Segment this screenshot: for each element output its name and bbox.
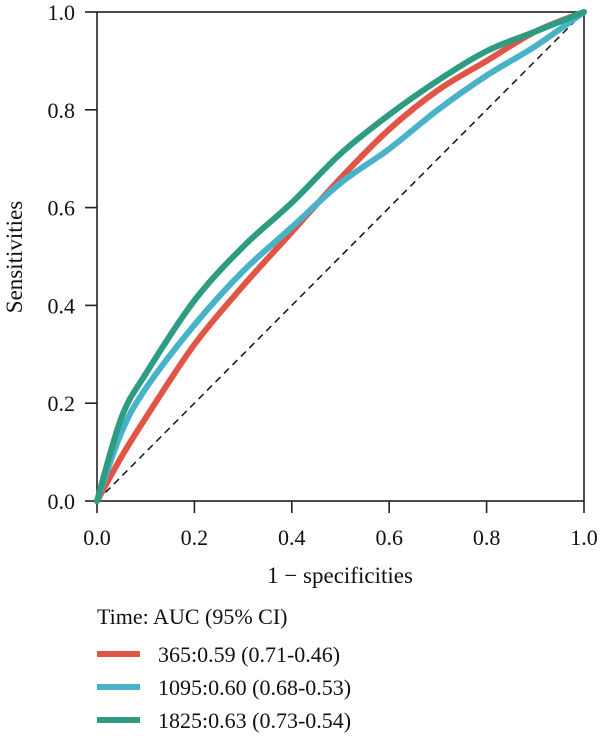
legend-entry: 1825:0.63 (0.73-0.54)	[158, 708, 351, 733]
legend: Time: AUC (95% CI) 365:0.59 (0.71-0.46) 1…	[97, 604, 351, 733]
x-tick-label: 0.4	[278, 525, 306, 550]
y-tick-label: 0.6	[48, 196, 76, 221]
legend-entry: 365:0.59 (0.71-0.46)	[158, 642, 340, 667]
x-tick-label: 1.0	[570, 525, 598, 550]
reference-diagonal	[96, 11, 585, 502]
y-tick-label: 0.4	[48, 293, 76, 318]
y-axis-label: Sensitivities	[2, 201, 27, 314]
x-tick-label: 0.2	[181, 525, 209, 550]
x-axis-label: 1 − specificities	[267, 563, 413, 588]
y-tick-label: 1.0	[48, 0, 76, 25]
x-tick-label: 0.0	[83, 525, 111, 550]
x-tick-label: 0.8	[473, 525, 501, 550]
plot-frame	[96, 11, 585, 502]
plot-lines	[94, 9, 587, 504]
y-tick-label: 0.2	[48, 391, 76, 416]
legend-title: Time: AUC (95% CI)	[97, 604, 287, 629]
roc-line-1	[94, 9, 587, 504]
y-tick-label: 0.8	[48, 98, 76, 123]
legend-entry: 1095:0.60 (0.68-0.53)	[158, 675, 351, 700]
roc-line-2	[94, 9, 587, 504]
x-tick-label: 0.6	[375, 525, 403, 550]
axes: 0.0 0.2 0.4 0.6 0.8 1.0 0.0 0.2 0.4 0.6 0.8 1.0	[48, 0, 598, 550]
y-tick-label: 0.0	[48, 489, 76, 514]
